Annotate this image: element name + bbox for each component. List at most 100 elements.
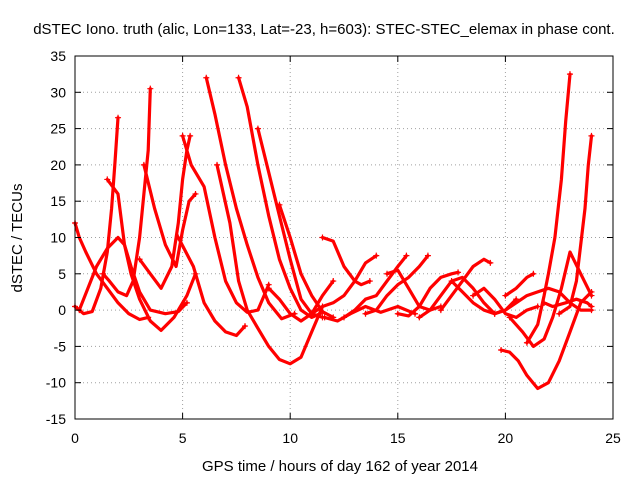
plus-marker [214, 161, 221, 168]
series-line [310, 254, 378, 316]
series-line [204, 76, 297, 321]
series-sat-06 [136, 132, 194, 290]
series-line [417, 275, 497, 319]
plus-marker [115, 114, 122, 121]
series-sat-14 [265, 278, 337, 323]
series-sat-16 [319, 234, 373, 287]
series-line [138, 134, 192, 290]
data-series [72, 71, 595, 391]
y-tick-label: 30 [50, 84, 66, 100]
series-sat-20 [362, 252, 431, 317]
plus-marker [498, 347, 505, 354]
plus-marker [136, 256, 143, 263]
plus-marker [179, 132, 186, 139]
series-sat-32 [556, 132, 595, 317]
series-line [499, 290, 594, 391]
x-tick-label: 0 [71, 430, 79, 446]
y-tick-label: 20 [50, 157, 66, 173]
plus-marker [534, 303, 541, 310]
series-line [237, 76, 322, 319]
plus-marker [319, 234, 326, 241]
plus-marker [242, 323, 249, 330]
series-line [439, 257, 492, 312]
series-sat-33 [541, 297, 595, 310]
plus-marker [384, 270, 391, 277]
x-tick-label: 20 [498, 430, 514, 446]
series-line [105, 177, 198, 332]
plus-marker [203, 74, 210, 81]
y-axis-label: dSTEC / TECUs [9, 184, 26, 293]
plus-marker [265, 285, 272, 292]
series-sat-07 [140, 161, 199, 269]
plus-marker [541, 299, 548, 306]
series-line [342, 254, 408, 319]
chart-title: dSTEC Iono. truth (alic, Lon=133, Lat=-2… [33, 21, 615, 38]
plus-marker [566, 71, 573, 78]
series-sat-08 [179, 132, 272, 314]
plus-marker [530, 270, 537, 277]
series-line [267, 279, 335, 323]
axis-ticks: 0 5 10 15 20 25 -15 -10 -5 0 5 10 15 20 25 30 35 [46, 48, 621, 446]
plus-marker [588, 303, 595, 310]
plus-marker [235, 74, 242, 81]
x-tick-label: 15 [390, 430, 406, 446]
plus-marker [416, 314, 423, 321]
plus-marker [183, 299, 190, 306]
series-sat-04 [99, 85, 154, 298]
plus-marker [556, 310, 563, 317]
series-sat-02 [72, 114, 122, 316]
plus-marker [308, 310, 315, 317]
series-line [363, 254, 430, 316]
plus-marker [140, 161, 147, 168]
y-tick-label: 5 [58, 266, 66, 282]
series-line [320, 235, 372, 287]
series-line [181, 134, 271, 314]
x-tick-label: 10 [282, 430, 298, 446]
series-sat-22 [394, 269, 462, 318]
series-sat-17 [308, 252, 380, 317]
x-axis-label: GPS time / hours of day 162 of year 2014 [202, 458, 478, 475]
x-tick-label: 5 [179, 430, 187, 446]
y-tick-label: 10 [50, 230, 66, 246]
plus-marker [99, 270, 106, 277]
series-sat-31 [523, 71, 573, 346]
plus-marker [254, 125, 261, 132]
series-line [396, 270, 460, 318]
series-line [503, 272, 535, 298]
series-line [542, 297, 594, 309]
series-sat-10 [235, 74, 324, 319]
series-line [176, 235, 247, 338]
plus-marker [523, 339, 530, 346]
y-tick-label: 0 [58, 302, 66, 318]
plus-marker [341, 314, 347, 321]
plus-marker [424, 252, 431, 259]
series-sat-29 [502, 270, 537, 299]
series-sat-15 [276, 201, 337, 321]
series-line [493, 286, 594, 316]
plus-marker [366, 278, 373, 285]
plus-marker [455, 269, 462, 276]
plus-marker [394, 310, 401, 317]
series-sat-11 [175, 234, 249, 338]
plus-marker [588, 292, 595, 299]
plus-marker [373, 252, 380, 259]
series-line [525, 72, 572, 345]
series-line [471, 286, 540, 319]
y-tick-label: -15 [46, 411, 66, 427]
series-line [142, 163, 198, 269]
plus-marker [321, 314, 328, 321]
series-sat-24 [437, 257, 494, 314]
series-line [73, 116, 120, 316]
y-tick-label: 15 [50, 193, 66, 209]
plus-marker [192, 190, 199, 197]
series-sat-28 [498, 288, 595, 391]
y-tick-label: 25 [50, 121, 66, 137]
plus-marker [276, 201, 283, 208]
plus-marker [448, 278, 455, 285]
plus-marker [506, 314, 513, 321]
plus-marker [362, 310, 369, 317]
plus-marker [175, 234, 182, 241]
series-sat-09 [203, 74, 298, 321]
series-line [215, 163, 325, 366]
plus-marker [437, 307, 444, 314]
